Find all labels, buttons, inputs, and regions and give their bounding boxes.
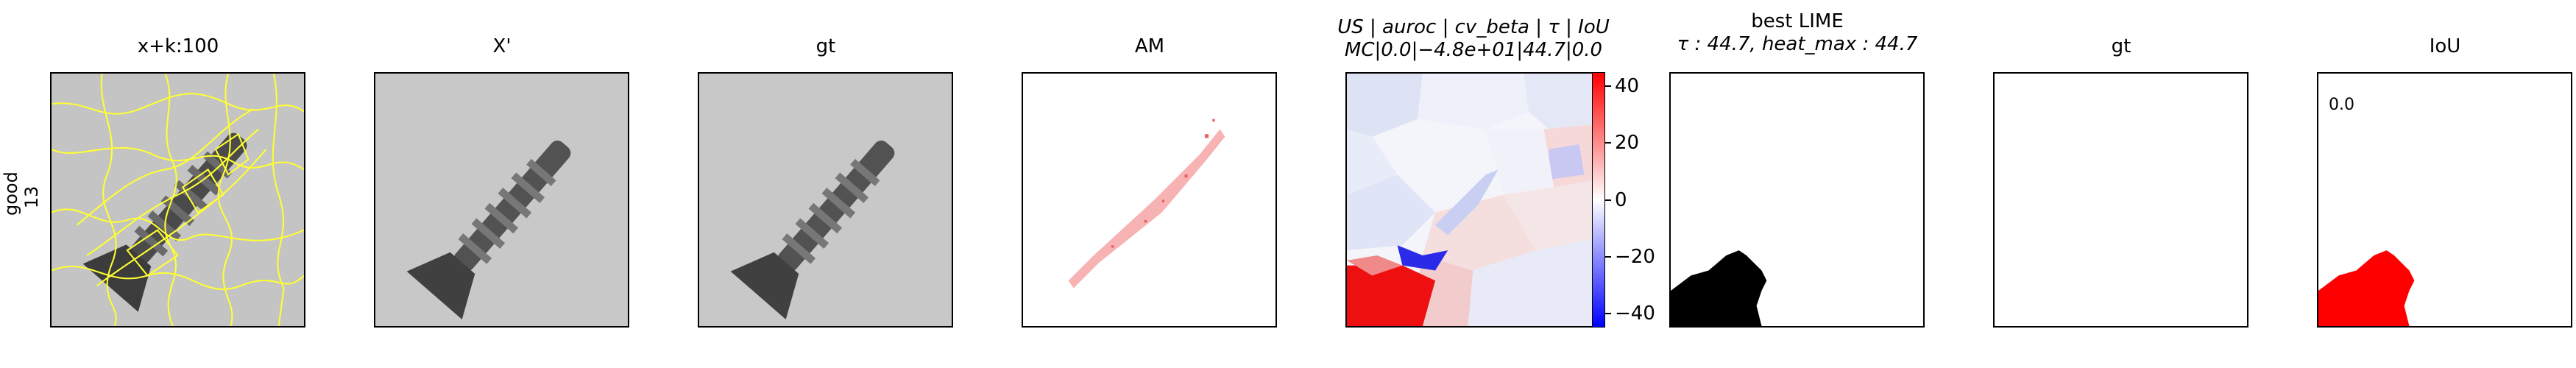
title-best-lime: best LIME (1751, 10, 1844, 32)
gt-image-panel (698, 72, 953, 328)
row-label-class: good (1, 171, 21, 216)
subtitle-best-lime: τ : 44.7, heat_max : 44.7 (1677, 33, 1918, 55)
row-label: good 13 (1, 171, 42, 216)
gt-mask-panel (1993, 72, 2248, 328)
anomaly-speckle (1068, 129, 1225, 289)
subtitle-us-heatmap: MC|0.0|−4.8e+01|44.7|0.0 (1344, 39, 1603, 61)
colorbar-tick (1605, 142, 1611, 144)
iou-value-label: 0.0 (2329, 96, 2354, 114)
colorbar-tick (1605, 312, 1611, 314)
colorbar-tick (1605, 199, 1611, 201)
title-gt-image: gt (815, 35, 836, 57)
anomaly-map-panel (1022, 72, 1277, 328)
superpixels-panel (50, 72, 305, 328)
iou-panel: 0.0 (2317, 72, 2572, 328)
title-iou: IoU (2429, 35, 2461, 57)
colorbar-tick-label: 0 (1615, 188, 1627, 211)
colorbar-tick-label: 20 (1615, 132, 1640, 155)
title-superpixels: x+k:100 (137, 35, 219, 57)
lime-mask (1671, 250, 1767, 326)
colorbar-tick-label: −40 (1615, 302, 1655, 325)
title-gt-mask: gt (2111, 35, 2131, 57)
title-anomaly-map: AM (1134, 35, 1165, 57)
superpixel-boundaries (52, 74, 304, 326)
colorbar (1592, 72, 1605, 328)
title-reconstruction: X' (492, 35, 512, 57)
best-lime-panel (1669, 72, 1925, 328)
colorbar-tick-label: 40 (1615, 75, 1640, 98)
heat-regions (1347, 74, 1599, 326)
iou-mask (2318, 250, 2415, 326)
colorbar-tick (1605, 85, 1611, 88)
row-label-index: 13 (21, 185, 42, 209)
title-us-heatmap: US | auroc | cv_beta | τ | IoU (1337, 16, 1610, 38)
screw-shape (406, 140, 571, 319)
reconstruction-panel (374, 72, 629, 328)
colorbar-tick (1605, 255, 1611, 258)
colorbar-tick-label: −20 (1615, 245, 1655, 268)
screw-shape (730, 140, 895, 319)
us-heatmap-panel (1345, 72, 1601, 328)
